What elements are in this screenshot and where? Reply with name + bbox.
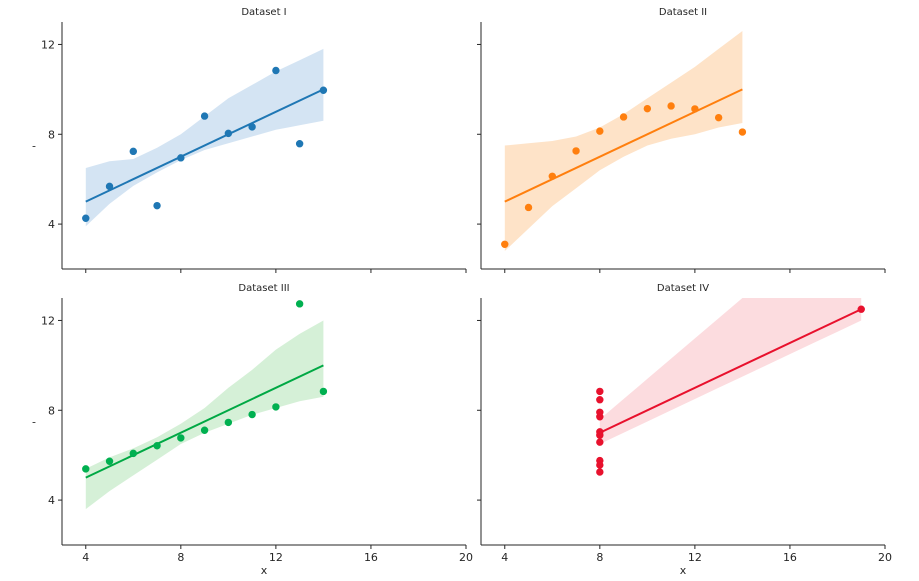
- x-tick-label: 12: [688, 551, 702, 564]
- data-point: [224, 418, 233, 427]
- confidence-band: [85, 48, 324, 227]
- data-point: [129, 449, 137, 458]
- subplot-2: Dataset II: [477, 7, 886, 273]
- data-point: [596, 468, 604, 476]
- data-point: [295, 300, 304, 308]
- x-tick-label: 12: [269, 551, 283, 564]
- x-tick-label: 20: [459, 551, 473, 564]
- y-tick-label: 8: [48, 128, 55, 141]
- data-point: [619, 113, 628, 121]
- plot-area: [82, 48, 328, 227]
- data-point: [548, 172, 556, 180]
- confidence-band: [504, 31, 743, 251]
- regression-line: [85, 364, 324, 479]
- regression-line: [85, 88, 324, 203]
- data-point: [501, 240, 509, 249]
- data-point: [319, 86, 328, 94]
- data-point: [596, 408, 604, 416]
- data-point: [319, 387, 328, 396]
- regression-line: [599, 308, 862, 434]
- x-tick-label: 8: [596, 551, 603, 564]
- subplot-3: 4 8 12 16 20 4 8 12 Dataset III - x: [32, 283, 473, 577]
- y-tick-label: 12: [41, 314, 55, 327]
- plot-area: [501, 31, 747, 251]
- data-point: [82, 214, 90, 222]
- data-point: [177, 434, 185, 442]
- data-point: [295, 140, 304, 148]
- data-point: [272, 66, 280, 75]
- subplot-title: Dataset II: [659, 7, 707, 18]
- data-point: [200, 112, 209, 120]
- data-point: [596, 461, 604, 469]
- subplot-title: Dataset I: [241, 7, 286, 18]
- data-point: [105, 457, 114, 465]
- x-tick-label: 16: [364, 551, 378, 564]
- data-point: [857, 305, 865, 313]
- subplot-4: 4 8 12 16 20 Dataset IV x: [477, 283, 892, 577]
- data-point: [272, 403, 280, 411]
- x-tick-label: 20: [878, 551, 892, 564]
- data-point: [596, 127, 604, 135]
- data-point: [153, 201, 161, 210]
- y-axis-label: -: [32, 140, 36, 153]
- data-point: [596, 431, 604, 439]
- subplot-1: 4 8 12 Dataset I -: [32, 7, 467, 273]
- y-tick-label: 4: [48, 494, 55, 507]
- data-point: [177, 154, 185, 162]
- data-point: [129, 147, 137, 156]
- data-point: [105, 182, 114, 191]
- data-point: [596, 396, 604, 404]
- plot-area: [596, 298, 865, 476]
- y-tick-label: 12: [41, 38, 55, 51]
- x-tick-label: 4: [82, 551, 89, 564]
- data-point: [643, 104, 652, 113]
- plot-area: [82, 300, 328, 510]
- subplot-title: Dataset IV: [657, 283, 709, 294]
- data-point: [572, 147, 580, 155]
- data-point: [248, 123, 256, 131]
- data-point: [224, 129, 233, 138]
- x-tick-label: 16: [783, 551, 797, 564]
- x-axis-label: x: [680, 564, 687, 577]
- data-point: [596, 438, 604, 446]
- data-point: [82, 465, 90, 473]
- data-point: [200, 426, 209, 434]
- data-point: [524, 203, 533, 212]
- data-point: [248, 410, 256, 419]
- data-point: [153, 442, 161, 450]
- data-point: [691, 105, 699, 113]
- x-tick-label: 8: [177, 551, 184, 564]
- data-point: [596, 387, 604, 396]
- y-tick-label: 4: [48, 218, 55, 231]
- y-tick-label: 8: [48, 404, 55, 417]
- data-point: [667, 102, 675, 110]
- confidence-band: [85, 320, 324, 510]
- regression-line: [504, 88, 743, 203]
- x-tick-label: 4: [501, 551, 508, 564]
- data-point: [738, 128, 747, 136]
- y-axis-label: -: [32, 416, 36, 429]
- data-point: [714, 113, 723, 122]
- x-axis-label: x: [261, 564, 268, 577]
- subplot-title: Dataset III: [238, 283, 289, 294]
